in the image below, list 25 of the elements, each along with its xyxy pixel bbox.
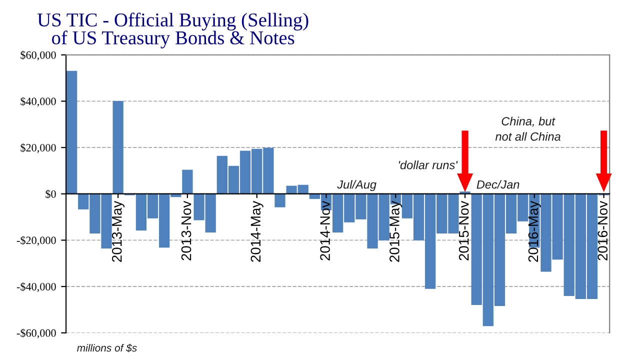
- x-tick-label: 2016-May: [528, 200, 541, 262]
- x-tick-label: 2014-May: [250, 200, 264, 262]
- y-tick-label: $40,000: [20, 97, 56, 107]
- x-tick-label: 2015-May: [390, 200, 402, 262]
- bar: [274, 194, 286, 208]
- y-tick-label: -$40,000: [16, 282, 56, 292]
- annotation: Dec/Jan: [476, 180, 520, 189]
- x-tick-label: 2013-Nov: [181, 200, 192, 260]
- y-tick-label: $20,000: [20, 143, 56, 154]
- bar: [182, 170, 193, 194]
- x-tick-label: 2014-Nov: [320, 200, 330, 260]
- annotation: China, but not all China: [495, 116, 560, 141]
- annotation: 'dollar runs': [398, 160, 458, 170]
- y-tick-label: -$60,000: [16, 328, 56, 338]
- bar: [112, 100, 124, 194]
- bar: [66, 70, 78, 194]
- y-tick-label: $0: [46, 190, 56, 199]
- y-tick-label: -$20,000: [16, 236, 56, 246]
- x-tick-label: 2016-Nov: [598, 200, 608, 260]
- y-tick-label: $60,000: [20, 50, 56, 60]
- x-tick-label: 2015-Nov: [458, 200, 469, 260]
- chart-title: US TIC - Official Buying (Selling) of US Treasury Bonds & Notes: [37, 12, 308, 48]
- annotation: Jul/Aug: [337, 180, 376, 192]
- text: millions of $s: [77, 344, 137, 352]
- x-tick-label: 2013-May: [112, 200, 125, 262]
